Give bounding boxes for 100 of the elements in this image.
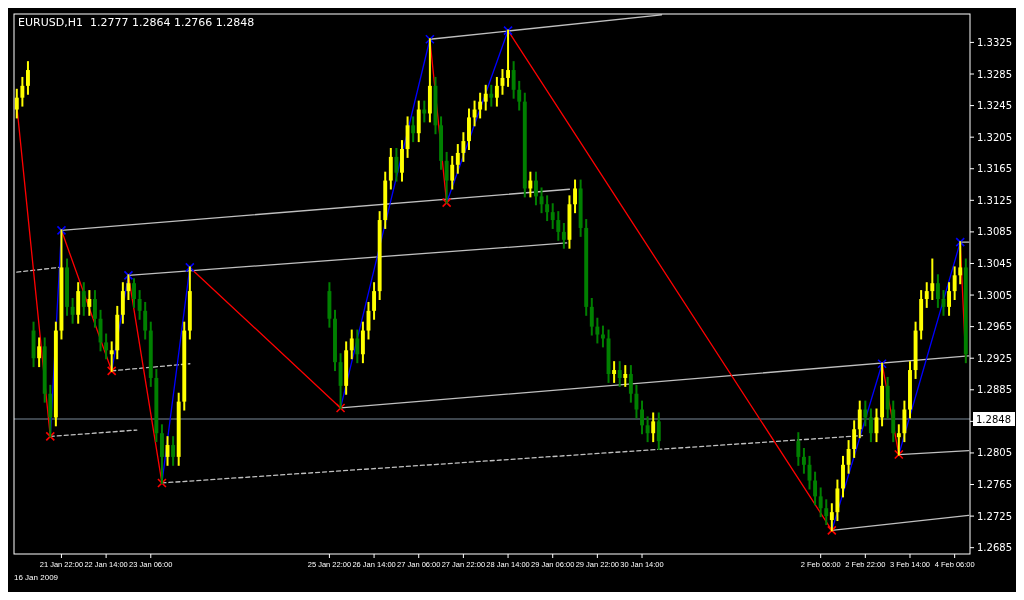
- candlestick: [494, 76, 499, 107]
- point: [425, 34, 435, 45]
- y-tick-label: 1.3205: [977, 131, 1012, 143]
- y-tick-label: 1.3325: [977, 36, 1012, 48]
- candlestick: [81, 282, 86, 316]
- candlestick: [612, 361, 617, 383]
- candlestick: [461, 132, 466, 162]
- candlestick: [143, 301, 148, 340]
- point: [441, 197, 452, 208]
- candlestick: [405, 116, 410, 158]
- candlestick: [132, 278, 136, 308]
- candlestick: [137, 290, 142, 320]
- candlestick: [467, 108, 471, 150]
- y-tick-label: 1.3125: [977, 194, 1012, 206]
- candlestick: [534, 171, 538, 206]
- candlestick: [935, 274, 940, 308]
- candlestick: [483, 84, 488, 111]
- candlestick: [835, 479, 840, 522]
- candlestick: [561, 223, 566, 249]
- y-tick-label: 1.3045: [977, 257, 1012, 269]
- candlestick: [517, 80, 522, 111]
- candlestick: [349, 329, 354, 360]
- candlestick: [444, 151, 449, 204]
- candlestick: [556, 211, 561, 241]
- candlestick: [109, 341, 114, 372]
- candlestick: [506, 29, 510, 87]
- candlestick: [952, 266, 957, 300]
- y-tick-label: 1.2685: [977, 542, 1012, 554]
- candlestick: [813, 471, 818, 506]
- candlestick: [92, 290, 97, 328]
- candlestick: [924, 282, 929, 308]
- candlestick: [126, 274, 131, 300]
- candlestick: [550, 203, 555, 229]
- candlestick: [70, 298, 75, 324]
- candlestick: [416, 100, 421, 143]
- candlestick: [48, 384, 53, 438]
- candlestick: [868, 408, 873, 443]
- candlestick: [902, 400, 907, 443]
- candlestick: [573, 179, 577, 214]
- candlestick: [87, 290, 92, 316]
- candlestick: [801, 448, 806, 474]
- candlestick: [595, 317, 600, 344]
- candlestick: [628, 365, 633, 403]
- candlestick: [589, 298, 594, 336]
- candlestick: [545, 195, 550, 222]
- candlestick: [930, 258, 935, 300]
- candlestick: [37, 337, 42, 368]
- candlestick: [394, 148, 399, 182]
- candlestick: [511, 61, 516, 99]
- point: [335, 403, 346, 413]
- candlestick: [455, 144, 460, 174]
- point: [56, 225, 67, 236]
- candlestick: [958, 241, 963, 285]
- point: [185, 262, 195, 273]
- candlestick: [645, 416, 650, 443]
- candlestick: [796, 432, 801, 466]
- candlestick: [478, 92, 483, 119]
- candlestick: [360, 321, 365, 364]
- y-tick-label: 1.3245: [977, 100, 1012, 112]
- y-tick-label: 1.2925: [977, 352, 1012, 364]
- point: [827, 525, 837, 536]
- text: 16 Jan 2009: [14, 573, 59, 582]
- candlestick: [20, 76, 25, 107]
- candlestick: [863, 400, 868, 427]
- point: [955, 237, 966, 247]
- y-tick-label: 1.3285: [977, 68, 1012, 80]
- y-tick-label: 1.2805: [977, 447, 1012, 459]
- candlestick: [372, 282, 377, 320]
- candlestick: [617, 361, 622, 387]
- y-tick-label: 1.3005: [977, 289, 1012, 301]
- chart-title: EURUSD,H1 1.2777 1.2864 1.2766 1.2848: [18, 16, 255, 29]
- candlestick: [76, 282, 81, 324]
- candlestick: [528, 171, 533, 198]
- candlestick: [885, 376, 890, 419]
- candlestick: [104, 333, 109, 360]
- candlestick: [388, 148, 393, 190]
- y-tick-label: 1.2765: [977, 479, 1012, 491]
- point: [877, 358, 887, 369]
- point: [157, 478, 167, 488]
- y-tick-label: 1.3085: [977, 226, 1012, 238]
- candlestick: [891, 400, 896, 443]
- candlestick: [355, 329, 360, 364]
- candlestick: [640, 400, 644, 435]
- candlestick: [450, 155, 455, 190]
- candlestick: [400, 140, 404, 182]
- candlestick: [857, 400, 862, 439]
- candlestick: [159, 424, 164, 484]
- point: [45, 431, 56, 442]
- candlestick: [852, 420, 857, 458]
- candlestick: [120, 282, 125, 324]
- point: [106, 366, 117, 376]
- candlestick: [472, 100, 477, 127]
- candlestick: [634, 384, 639, 419]
- point: [894, 449, 904, 460]
- candlestick: [623, 365, 628, 387]
- candlestick: [338, 353, 343, 409]
- y-tick-label: 1.2885: [977, 384, 1012, 396]
- candlestick: [841, 455, 845, 498]
- point: [503, 25, 513, 36]
- candlestick: [171, 436, 176, 466]
